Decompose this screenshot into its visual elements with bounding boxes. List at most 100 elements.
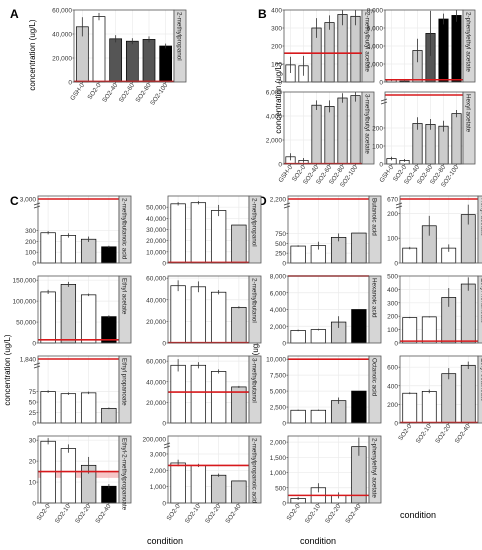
plot-13-tick-label-1: 250 — [275, 251, 286, 258]
plot-12-tick-label-2: 2,000 — [150, 468, 167, 475]
plot-14-tick-label-2: 200 — [387, 211, 398, 218]
panel-letter-b: B — [258, 7, 267, 21]
plot-18-tick-label-0: 0 — [394, 421, 398, 428]
plot-0-bar-2 — [109, 38, 123, 83]
plot-8-bar-3 — [231, 306, 247, 344]
plot-15-tick-label-0: 0 — [282, 341, 286, 348]
plot-13-tick-label-3: 750 — [275, 231, 286, 238]
plot-0-bar-5 — [159, 45, 173, 83]
plot-9-tick-label-2: 50 — [29, 400, 37, 407]
plot-1-tick-label-1: 100 — [271, 62, 282, 69]
plot-10-tick-label-1: 20,000 — [146, 400, 166, 407]
plot-6-bar-1 — [190, 202, 207, 264]
plot-4-tick-label-2: 200 — [372, 126, 383, 133]
plot-14-top-tick-label: 670 — [387, 197, 398, 204]
plot-12-tick-label-0: 0 — [162, 501, 166, 508]
plot-16-strip — [477, 275, 482, 344]
plot-1-tick-label-0: 0 — [278, 80, 282, 87]
plot-17-bar-0 — [290, 409, 306, 424]
plot-4-tick-label-0: 0 — [379, 162, 383, 169]
plot-2-strip-title: 2-phenylethyl acetate — [465, 12, 472, 72]
plot-2-strip — [462, 9, 476, 83]
plot-18-tick-label-1: 200 — [387, 402, 398, 409]
plot-8-tick-label-0: 0 — [162, 341, 166, 348]
plot-14-strip — [477, 195, 482, 264]
plot-18-bar-2 — [441, 373, 457, 424]
plot-0: 020,00040,00060,0002-methylpropanolGSH-0… — [52, 8, 187, 107]
plot-0-tick-label-2: 40,000 — [52, 32, 72, 39]
plot-18-strip-title: Ethyl octanoate — [480, 358, 482, 402]
plot-0-strip-title: 2-methylpropanol — [176, 12, 183, 61]
plot-17-strip — [368, 355, 382, 424]
plot-16-bar-0 — [402, 317, 418, 344]
plot-15-bar-1 — [310, 329, 327, 344]
plot-16: 0 100 200 300 400 500 Ethyl hexanoate — [387, 274, 482, 348]
plot-6-bar-2 — [210, 210, 227, 264]
plot-16-tick-label-3: 300 — [387, 300, 398, 307]
plot-13-bar-0 — [290, 245, 306, 264]
plot-10-bar-1 — [190, 364, 207, 424]
plot-0-bar-1 — [92, 16, 106, 83]
plot-13: 0 250 500 750 2,200 Butanoic acid — [270, 195, 382, 268]
plot-17-tick-label-1: 2,500 — [270, 405, 287, 412]
plot-19-tick-label-3: 1,500 — [270, 455, 287, 462]
plot-4-axis-break-a — [380, 98, 388, 102]
plot-12-tick-label-3: 3,000 — [150, 451, 167, 458]
plot-4-tick-label-1: 100 — [372, 144, 383, 151]
plot-5-tick-label-1: 100 — [25, 250, 36, 257]
plot-16-tick-label-2: 200 — [387, 314, 398, 321]
plot-19-tick-label-2: 1,000 — [270, 470, 287, 477]
plot-1-tick-label-3: 300 — [271, 26, 282, 33]
plot-4-axis-break-b — [380, 101, 388, 105]
plot-19-tick-label-0: 0 — [282, 501, 286, 508]
plot-14-axis-break-a — [395, 202, 403, 206]
plot-7-tick-label-3: 150,000 — [13, 278, 37, 285]
panel-letter-d: D — [258, 194, 267, 208]
plot-14-bar-0 — [402, 247, 418, 264]
plot-10: 0 20,000 40,000 60,000 3-methylbutanol — [146, 355, 262, 428]
plot-0-tick-label-3: 60,000 — [52, 8, 72, 15]
plot-1-bar-5 — [350, 15, 361, 83]
plot-7-bar-3 — [101, 316, 117, 344]
plot-5-bar-0 — [40, 232, 56, 264]
plot-4-strip-title: Hexyl acetate — [465, 94, 472, 133]
plot-10-strip — [248, 355, 262, 424]
plot-9-tick-label-1: 25 — [29, 410, 37, 417]
plot-4-bar-5 — [451, 113, 462, 165]
plot-11-bar-3 — [101, 485, 117, 504]
plot-3-bar-5 — [350, 95, 361, 165]
plot-5-tick-label-0: 0 — [32, 261, 36, 268]
plot-8-bar-0 — [170, 285, 186, 344]
plot-11-tick-label-1: 10 — [29, 480, 37, 487]
plot-3-bar-4 — [337, 97, 348, 165]
plot-11-tick-label-3: 30 — [29, 438, 37, 445]
plot-3-bar-3 — [324, 106, 335, 165]
plot-1: 0 100 200 300 400 2-methylbutyl acetate — [271, 8, 375, 87]
plot-18-bar-1 — [421, 391, 437, 424]
plot-15-tick-label-4: 8,000 — [270, 274, 287, 281]
plot-14-tick-label-1: 100 — [387, 236, 398, 243]
plot-6-tick-label-5: 50,000 — [146, 205, 166, 212]
plot-15-strip-title: Hexanoic acid — [371, 278, 378, 318]
plot-11-threshold-band — [38, 471, 119, 478]
plot-1-strip — [361, 9, 375, 83]
plot-2-tick-label-1: 2,000 — [367, 62, 384, 69]
plot-10-tick-label-3: 60,000 — [146, 359, 166, 366]
plot-9-tick-label-3: 75 — [29, 389, 37, 396]
plot-9: 0 25 50 75 1,840 Ethyl propanoate — [20, 355, 132, 428]
plot-2-tick-label-3: 6,000 — [367, 26, 384, 33]
plot-7: 0 50,000 100,000 150,000 Ethyl acetate — [13, 275, 132, 348]
plot-12-bar-0 — [170, 462, 186, 504]
plot-6-tick-label-2: 20,000 — [146, 238, 166, 245]
plot-7-bar-2 — [80, 294, 97, 344]
plot-12-axis-break-a — [163, 442, 171, 446]
xlabel-d-right: condition — [400, 510, 436, 520]
plot-10-bar-0 — [170, 364, 186, 424]
plot-3-bar-2 — [311, 104, 322, 165]
plot-4-bar-4 — [438, 125, 449, 165]
plot-15-tick-label-3: 6,000 — [270, 290, 287, 297]
plot-9-strip-title: Ethyl propanoate — [121, 358, 128, 406]
xlabel-c: condition — [147, 536, 183, 546]
